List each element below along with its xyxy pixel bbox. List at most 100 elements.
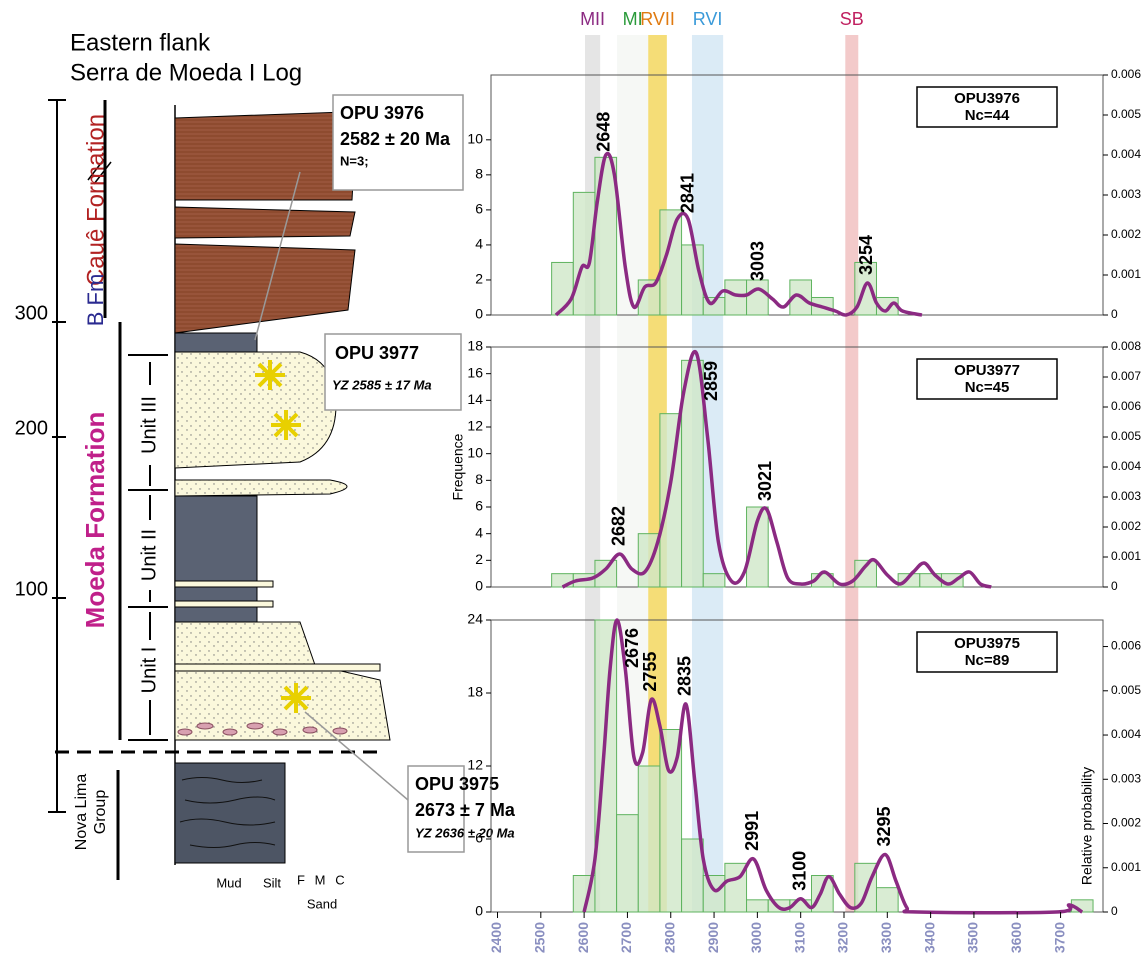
x-tick-label: 2500 xyxy=(532,922,548,953)
depth-label: 300 xyxy=(15,302,48,324)
histogram-bar xyxy=(875,887,899,913)
y-axis-label: Frequence xyxy=(450,433,466,500)
peak-label: 3021 xyxy=(755,461,775,501)
sample-box xyxy=(916,86,1058,128)
y2-tick-label: 0.001 xyxy=(1111,267,1141,281)
probability-curve xyxy=(561,349,992,589)
y-tick-label: 12 xyxy=(467,418,483,434)
grain-group: Sand xyxy=(307,896,337,911)
peak-label: 3100 xyxy=(789,851,809,891)
y-tick-label: 16 xyxy=(467,364,483,380)
lamination xyxy=(179,777,276,848)
sample-note: YZ 2636 ± 20 Ma xyxy=(415,825,515,840)
sand-layer xyxy=(174,351,337,469)
y2-tick-label: 0.002 xyxy=(1111,816,1141,830)
peak-label: 2755 xyxy=(640,652,660,692)
sample-box xyxy=(916,358,1058,400)
sample-age: 2582 ± 20 Ma xyxy=(340,129,451,149)
y-tick-label: 12 xyxy=(467,757,483,773)
probability-curve xyxy=(554,151,923,317)
y2-tick-label: 0.002 xyxy=(1111,519,1141,533)
unit-label: Unit II xyxy=(138,529,160,581)
group-label: Nova Lima xyxy=(73,774,90,851)
y2-tick-label: 0.002 xyxy=(1111,227,1141,241)
peak-label: 2859 xyxy=(701,361,721,401)
shale-layer xyxy=(174,332,258,353)
age-band xyxy=(845,35,859,912)
y2-tick-label: 0.006 xyxy=(1111,639,1141,653)
x-tick-label: 3200 xyxy=(835,922,851,953)
y-tick-label: 0 xyxy=(475,306,483,322)
pebbles xyxy=(177,722,348,736)
histogram-bar xyxy=(746,279,769,316)
y2-tick-label: 0.005 xyxy=(1111,683,1141,697)
y-tick-label: 10 xyxy=(467,444,483,460)
leader xyxy=(304,711,409,801)
shale-layer xyxy=(174,495,258,582)
y2-tick-label: 0 xyxy=(1111,904,1118,918)
title-line: Eastern flank xyxy=(70,29,211,56)
sample-age: YZ 2585 ± 17 Ma xyxy=(332,377,432,392)
peak-label: 3295 xyxy=(874,806,894,846)
y-tick-label: 24 xyxy=(467,611,483,627)
peak-label: 3003 xyxy=(747,241,767,281)
histogram-bar xyxy=(594,156,618,316)
histogram-bar xyxy=(681,838,704,913)
y-tick-label: 2 xyxy=(475,271,483,287)
unit-label: Unit I xyxy=(138,647,160,694)
y-tick-label: 14 xyxy=(467,391,483,407)
x-tick-label: 3600 xyxy=(1008,922,1024,953)
formation-label: B Fm xyxy=(83,274,108,327)
label-bg xyxy=(136,385,164,465)
y2-tick-label: 0.005 xyxy=(1111,107,1141,121)
x-tick-label: 3400 xyxy=(921,922,937,953)
y2-tick-label: 0.004 xyxy=(1111,147,1141,161)
y-tick-label: 2 xyxy=(475,551,483,567)
grain-label: C xyxy=(335,872,344,887)
label-bg xyxy=(136,520,164,590)
y2-tick-label: 0 xyxy=(1111,307,1118,321)
y2-tick-label: 0.008 xyxy=(1111,339,1141,353)
y2-tick-label: 0.003 xyxy=(1111,187,1141,201)
x-tick-label: 3300 xyxy=(878,922,894,953)
sample-label: OPU3977 xyxy=(954,362,1020,379)
group-label: Group xyxy=(92,790,109,835)
sample-name: OPU 3976 xyxy=(340,103,424,123)
y-tick-label: 8 xyxy=(475,471,483,487)
break xyxy=(87,157,106,181)
sample-name: OPU 3975 xyxy=(415,774,499,794)
sand-layer xyxy=(174,663,381,672)
sample-box xyxy=(324,333,462,411)
formation-label: Cauê Formation xyxy=(82,114,109,286)
sand-layer xyxy=(174,580,274,588)
y-tick-label: 6 xyxy=(475,498,483,514)
y-tick-label: 6 xyxy=(475,201,483,217)
grain-label: Mud xyxy=(216,875,241,890)
x-tick-label: 2900 xyxy=(705,922,721,953)
histogram-bar xyxy=(702,573,726,588)
probability-curve xyxy=(582,618,1084,915)
histogram-bar xyxy=(616,814,639,913)
shale-layer xyxy=(174,586,258,602)
sample-box xyxy=(916,631,1058,673)
sample-count: Nc=44 xyxy=(965,107,1010,124)
sample-label: OPU3975 xyxy=(954,635,1020,652)
sample-box xyxy=(332,94,464,191)
conglomerate-layer xyxy=(174,479,348,497)
histogram-bar xyxy=(854,559,877,588)
break xyxy=(93,161,112,185)
peak-label: 2676 xyxy=(622,628,642,668)
y2-tick-label: 0.006 xyxy=(1111,399,1141,413)
histogram-bar xyxy=(746,899,769,913)
y-tick-label: 8 xyxy=(475,166,483,182)
sample-box xyxy=(407,765,465,853)
caue-layer xyxy=(174,206,356,239)
age-band-label: RVII xyxy=(640,9,675,29)
sample-note: N=3; xyxy=(340,153,369,168)
x-tick-label: 3000 xyxy=(748,922,764,953)
caue-layer xyxy=(174,111,357,201)
grain-label: Silt xyxy=(263,875,281,890)
x-tick-label: 2400 xyxy=(488,922,504,953)
y2-tick-label: 0.004 xyxy=(1111,459,1141,473)
